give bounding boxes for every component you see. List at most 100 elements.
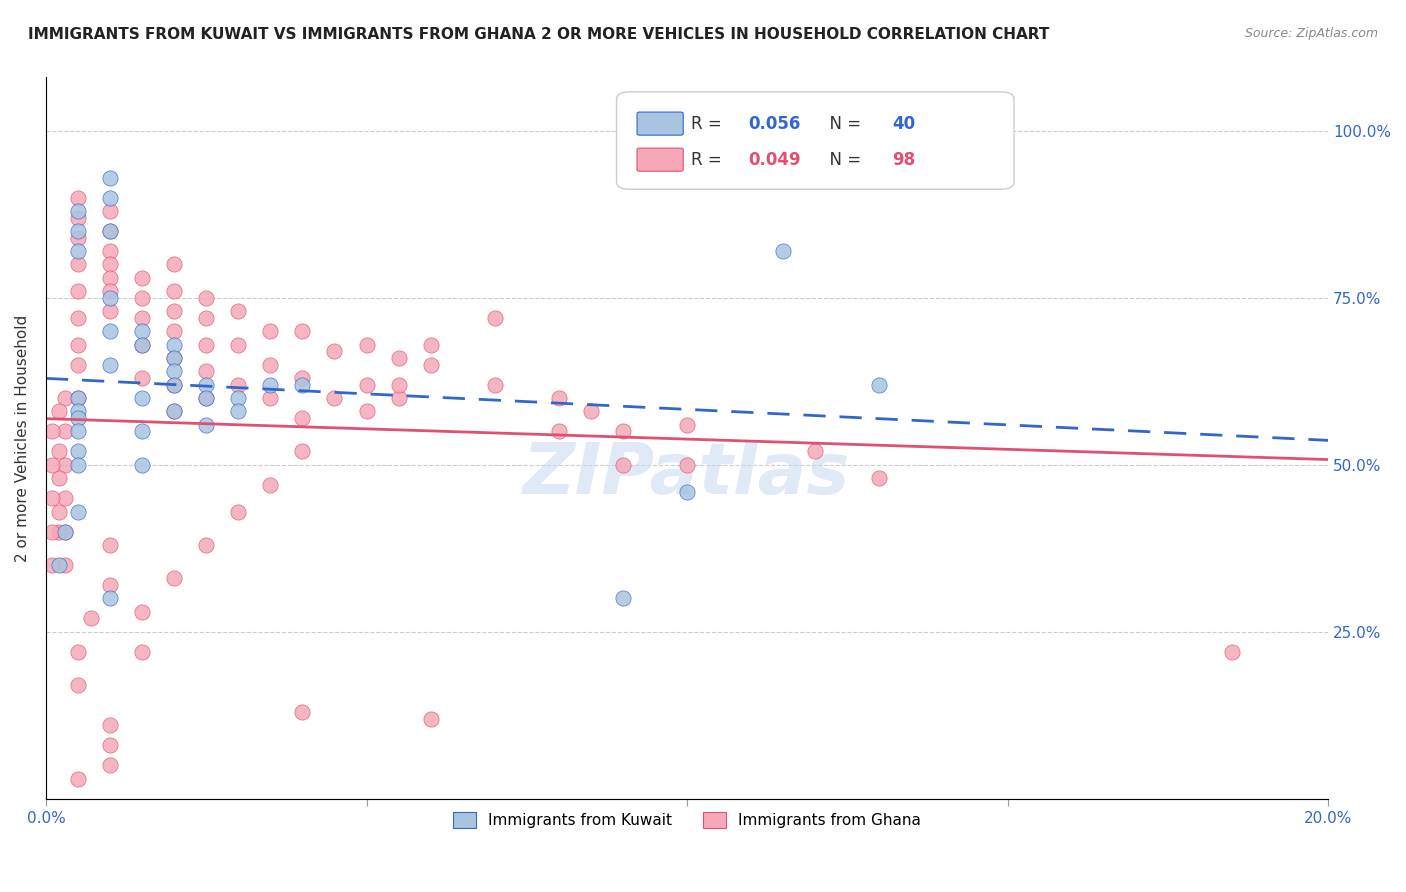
FancyBboxPatch shape	[617, 92, 1014, 189]
Point	[676, 458, 699, 472]
Point	[356, 377, 378, 392]
Point	[48, 524, 70, 539]
Point	[163, 404, 186, 418]
Point	[66, 645, 89, 659]
Point	[53, 425, 76, 439]
Point	[66, 337, 89, 351]
Point	[98, 291, 121, 305]
Point	[163, 324, 186, 338]
Y-axis label: 2 or more Vehicles in Household: 2 or more Vehicles in Household	[15, 315, 30, 562]
Point	[195, 391, 218, 405]
Text: N =: N =	[820, 115, 866, 133]
Point	[48, 444, 70, 458]
Point	[163, 404, 186, 418]
Point	[163, 351, 186, 365]
Legend: Immigrants from Kuwait, Immigrants from Ghana: Immigrants from Kuwait, Immigrants from …	[447, 806, 927, 835]
Point	[163, 364, 186, 378]
Point	[41, 524, 63, 539]
Point	[579, 404, 602, 418]
Point	[131, 270, 153, 285]
Point	[41, 491, 63, 506]
Point	[612, 591, 634, 606]
Point	[98, 578, 121, 592]
Point	[226, 304, 249, 318]
Point	[66, 191, 89, 205]
Point	[195, 377, 218, 392]
Point	[131, 425, 153, 439]
Point	[98, 304, 121, 318]
Point	[66, 391, 89, 405]
Point	[772, 244, 794, 259]
Point	[98, 244, 121, 259]
Text: 98: 98	[893, 151, 915, 169]
Point	[163, 377, 186, 392]
Point	[131, 310, 153, 325]
Point	[131, 391, 153, 405]
Point	[259, 358, 281, 372]
Point	[66, 204, 89, 219]
Point	[163, 284, 186, 298]
Point	[163, 257, 186, 271]
Point	[66, 231, 89, 245]
FancyBboxPatch shape	[637, 112, 683, 136]
Point	[387, 377, 409, 392]
Point	[41, 458, 63, 472]
Point	[195, 391, 218, 405]
Point	[131, 605, 153, 619]
Point	[66, 678, 89, 692]
Point	[98, 718, 121, 732]
Point	[53, 524, 76, 539]
Point	[48, 505, 70, 519]
Point	[291, 371, 314, 385]
Point	[66, 444, 89, 458]
Text: N =: N =	[820, 151, 866, 169]
Point	[676, 484, 699, 499]
Point	[547, 425, 569, 439]
Point	[387, 391, 409, 405]
Point	[195, 310, 218, 325]
Point	[226, 404, 249, 418]
Point	[163, 351, 186, 365]
Text: R =: R =	[690, 115, 727, 133]
Point	[612, 425, 634, 439]
Point	[226, 377, 249, 392]
Point	[612, 458, 634, 472]
Point	[163, 377, 186, 392]
Point	[868, 377, 890, 392]
Point	[259, 391, 281, 405]
Point	[291, 377, 314, 392]
Point	[676, 417, 699, 432]
Point	[98, 538, 121, 552]
Point	[66, 284, 89, 298]
Point	[66, 310, 89, 325]
Point	[484, 377, 506, 392]
Point	[66, 211, 89, 225]
Text: R =: R =	[690, 151, 727, 169]
Point	[419, 712, 441, 726]
Point	[66, 404, 89, 418]
Point	[323, 391, 346, 405]
Point	[66, 772, 89, 786]
Point	[66, 358, 89, 372]
Point	[226, 391, 249, 405]
Point	[66, 224, 89, 238]
Point	[195, 538, 218, 552]
Point	[66, 505, 89, 519]
Point	[419, 337, 441, 351]
Point	[163, 337, 186, 351]
Point	[484, 310, 506, 325]
Point	[48, 404, 70, 418]
Text: Source: ZipAtlas.com: Source: ZipAtlas.com	[1244, 27, 1378, 40]
Point	[66, 425, 89, 439]
Point	[98, 358, 121, 372]
Point	[195, 337, 218, 351]
Point	[98, 170, 121, 185]
Point	[98, 204, 121, 219]
Point	[1220, 645, 1243, 659]
Point	[131, 337, 153, 351]
Point	[41, 425, 63, 439]
Point	[98, 191, 121, 205]
Point	[163, 571, 186, 585]
Point	[66, 257, 89, 271]
Point	[98, 739, 121, 753]
